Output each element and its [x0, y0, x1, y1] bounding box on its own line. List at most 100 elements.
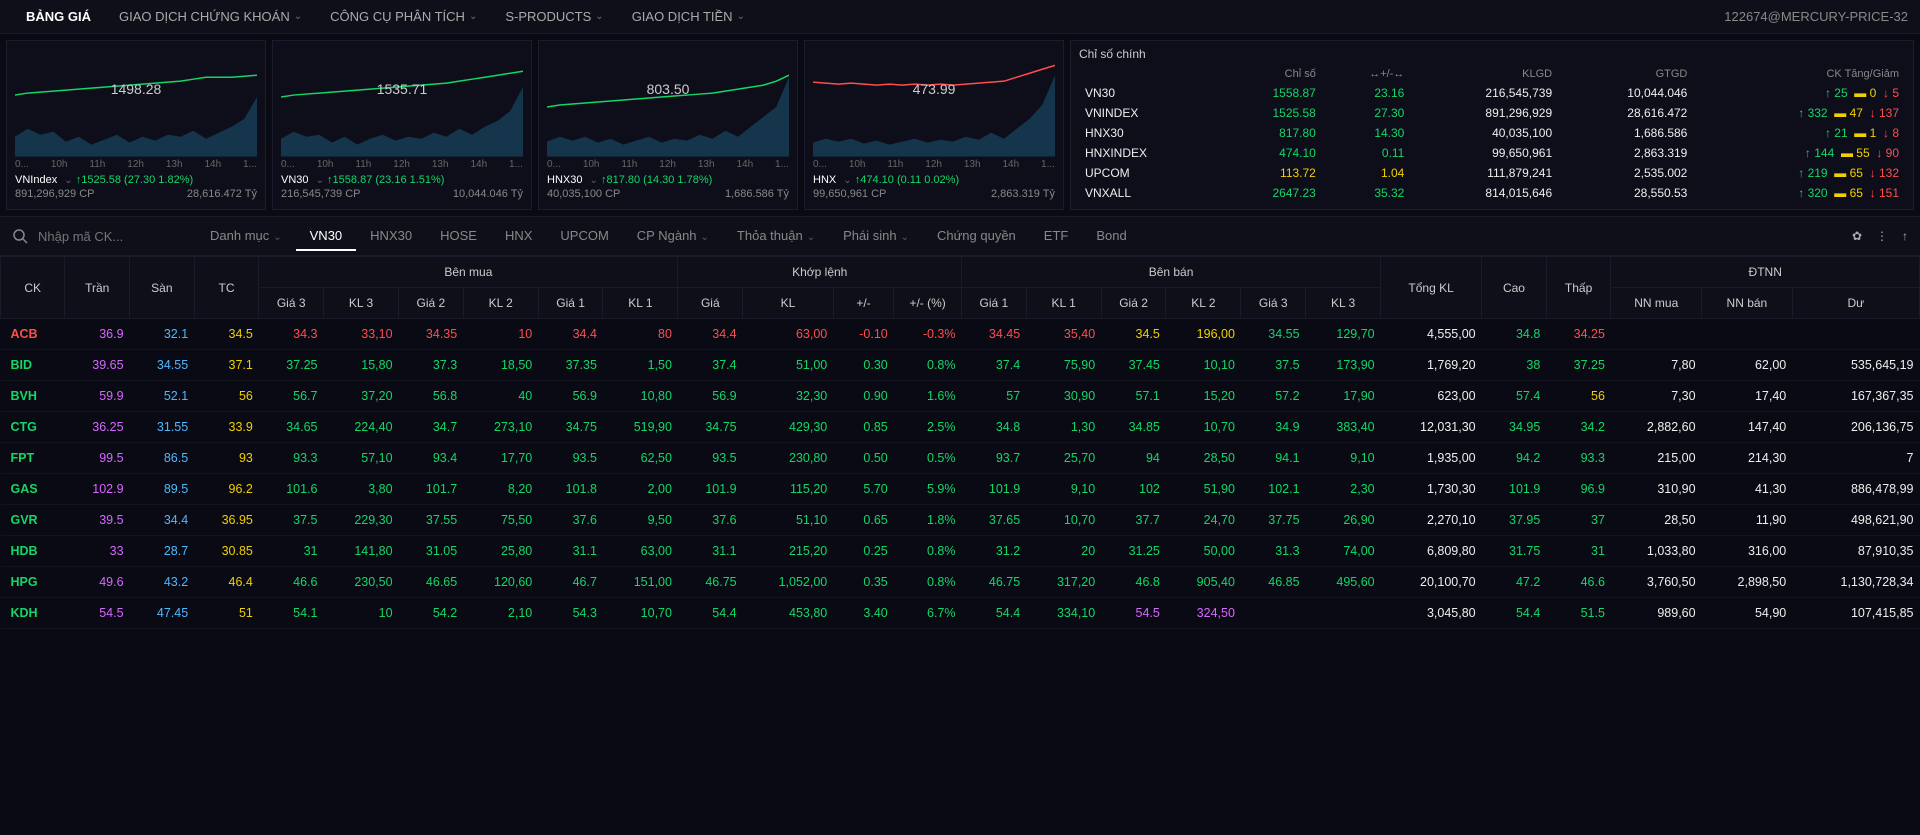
th-cao[interactable]: Cao: [1482, 257, 1547, 319]
th-tran[interactable]: Trần: [65, 257, 130, 319]
chevron-down-icon: ⌄: [737, 11, 745, 22]
table-row[interactable]: HPG49.643.246.446.6230,5046.65120,6046.7…: [1, 567, 1920, 598]
th-gia2[interactable]: Giá 2: [399, 288, 464, 319]
table-row[interactable]: ACB36.932.134.534.333,1034.351034.48034.…: [1, 319, 1920, 350]
th-kl3[interactable]: KL 3: [324, 288, 399, 319]
filter-tab-vn30[interactable]: VN30: [296, 222, 357, 251]
th-thap[interactable]: Thấp: [1546, 257, 1611, 319]
th-tongkl[interactable]: Tổng KL: [1381, 257, 1482, 319]
chart-footer: VNIndex ⌄ ↑1525.58 (27.30 1.82%): [15, 174, 257, 186]
th-bkl3[interactable]: KL 3: [1306, 288, 1381, 319]
chart-xaxis: 0...10h11h12h13h14h1...: [547, 159, 789, 170]
chart-mid-label: 473.99: [913, 81, 956, 97]
table-row[interactable]: HDB3328.730.8531141,8031.0525,8031.163,0…: [1, 536, 1920, 567]
idx-header: KLGD: [1410, 65, 1558, 83]
chevron-down-icon: ⌄: [807, 232, 815, 243]
index-table: Chỉ số↔+/-↔KLGDGTGDCK Tăng/Giảm VN30 155…: [1079, 65, 1905, 203]
nav-item-giao-dịch-chứng-khoán[interactable]: GIAO DỊCH CHỨNG KHOÁN⌄: [105, 0, 316, 33]
search-input[interactable]: [34, 225, 192, 248]
chart-subfooter: 891,296,929 CP28,616.472 Tỷ: [15, 188, 257, 200]
chart-panel-vn30[interactable]: 1535.71 0...10h11h12h13h14h1... VN30 ⌄ ↑…: [272, 40, 532, 210]
idx-row-vn30[interactable]: VN30 1558.87 23.16 216,545,739 10,044.04…: [1079, 83, 1905, 103]
index-table-title: Chỉ số chính: [1079, 47, 1905, 61]
chevron-down-icon: ⌄: [469, 11, 477, 22]
filter-tab-bond[interactable]: Bond: [1082, 222, 1140, 251]
th-pmp[interactable]: +/- (%): [894, 288, 962, 319]
th-bgia3[interactable]: Giá 3: [1241, 288, 1306, 319]
filter-tab-hose[interactable]: HOSE: [426, 222, 491, 251]
filter-tab-hnx[interactable]: HNX: [491, 222, 546, 251]
chart-footer: VN30 ⌄ ↑1558.87 (23.16 1.51%): [281, 174, 523, 186]
filter-tab-thỏa-thuận[interactable]: Thỏa thuận⌄: [723, 222, 829, 251]
th-nnmua[interactable]: NN mua: [1611, 288, 1702, 319]
nav-item-s-products[interactable]: S-PRODUCTS⌄: [491, 0, 617, 33]
idx-row-vnxall[interactable]: VNXALL 2647.23 35.32 814,015,646 28,550.…: [1079, 183, 1905, 203]
filter-bar: Danh mục⌄VN30HNX30HOSEHNXUPCOMCP Ngành⌄T…: [0, 216, 1920, 256]
idx-row-upcom[interactable]: UPCOM 113.72 1.04 111,879,241 2,535.002 …: [1079, 163, 1905, 183]
th-kl1[interactable]: KL 1: [603, 288, 678, 319]
th-du[interactable]: Dư: [1792, 288, 1919, 319]
chart-svg: [547, 47, 789, 157]
th-san[interactable]: Sàn: [130, 257, 195, 319]
th-bgia1[interactable]: Giá 1: [962, 288, 1027, 319]
filter-tab-hnx30[interactable]: HNX30: [356, 222, 426, 251]
th-bkl2[interactable]: KL 2: [1166, 288, 1241, 319]
charts-row: 1498.28 0...10h11h12h13h14h1... VNIndex …: [0, 34, 1920, 216]
th-kl2[interactable]: KL 2: [463, 288, 538, 319]
index-table-panel: Chỉ số chính Chỉ số↔+/-↔KLGDGTGDCK Tăng/…: [1070, 40, 1914, 210]
idx-row-hnx30[interactable]: HNX30 817.80 14.30 40,035,100 1,686.586 …: [1079, 123, 1905, 143]
chevron-down-icon[interactable]: ⌄: [64, 175, 72, 186]
idx-header: [1079, 65, 1218, 83]
chart-subfooter: 40,035,100 CP1,686.586 Tỷ: [547, 188, 789, 200]
kebab-icon[interactable]: ⋮: [1876, 229, 1888, 243]
nav-item-công-cụ-phân-tích[interactable]: CÔNG CỤ PHÂN TÍCH⌄: [316, 0, 491, 33]
th-bkl1[interactable]: KL 1: [1026, 288, 1101, 319]
idx-header: GTGD: [1558, 65, 1693, 83]
chart-mid-label: 1535.71: [377, 81, 428, 97]
chevron-down-icon[interactable]: ⌄: [590, 175, 598, 186]
idx-header: CK Tăng/Giảm: [1693, 65, 1905, 83]
filter-tab-cp-ngành[interactable]: CP Ngành⌄: [623, 222, 723, 251]
th-gia1[interactable]: Giá 1: [538, 288, 603, 319]
filter-tab-upcom[interactable]: UPCOM: [546, 222, 622, 251]
table-row[interactable]: FPT99.586.59393.357,1093.417,7093.562,50…: [1, 443, 1920, 474]
filter-tab-danh-mục[interactable]: Danh mục⌄: [196, 222, 296, 251]
account-label: 122674@MERCURY-PRICE-32: [1724, 9, 1908, 24]
table-row[interactable]: BVH59.952.15656.737,2056.84056.910,8056.…: [1, 381, 1920, 412]
th-pm[interactable]: +/-: [833, 288, 894, 319]
th-tc[interactable]: TC: [194, 257, 259, 319]
table-row[interactable]: CTG36.2531.5533.934.65224,4034.7273,1034…: [1, 412, 1920, 443]
arrow-up-icon[interactable]: ↑: [1902, 229, 1908, 243]
chart-svg: [813, 47, 1055, 157]
filter-tab-chứng-quyền[interactable]: Chứng quyền: [923, 222, 1030, 251]
th-bgia2[interactable]: Giá 2: [1101, 288, 1166, 319]
table-row[interactable]: GAS102.989.596.2101.63,80101.78,20101.82…: [1, 474, 1920, 505]
search-box[interactable]: [12, 225, 192, 248]
table-row[interactable]: BID39.6534.5537.137.2515,8037.318,5037.3…: [1, 350, 1920, 381]
th-kl[interactable]: KL: [743, 288, 834, 319]
chart-xaxis: 0...10h11h12h13h14h1...: [813, 159, 1055, 170]
idx-row-hnxindex[interactable]: HNXINDEX 474.10 0.11 99,650,961 2,863.31…: [1079, 143, 1905, 163]
price-table-wrap: CK Trần Sàn TC Bên mua Khớp lệnh Bên bán…: [0, 256, 1920, 816]
chart-footer: HNX ⌄ ↑474.10 (0.11 0.02%): [813, 174, 1055, 186]
chevron-down-icon[interactable]: ⌄: [843, 175, 851, 186]
filter-tab-etf[interactable]: ETF: [1030, 222, 1083, 251]
table-row[interactable]: GVR39.534.436.9537.5229,3037.5575,5037.6…: [1, 505, 1920, 536]
filter-tab-phái-sinh[interactable]: Phái sinh⌄: [829, 222, 923, 251]
gear-icon[interactable]: ✿: [1852, 229, 1862, 243]
chart-panel-vnindex[interactable]: 1498.28 0...10h11h12h13h14h1... VNIndex …: [6, 40, 266, 210]
idx-row-vnindex[interactable]: VNINDEX 1525.58 27.30 891,296,929 28,616…: [1079, 103, 1905, 123]
chart-panel-hnx30[interactable]: 803.50 0...10h11h12h13h14h1... HNX30 ⌄ ↑…: [538, 40, 798, 210]
th-gia3[interactable]: Giá 3: [259, 288, 324, 319]
nav-item-giao-dịch-tiền[interactable]: GIAO DỊCH TIỀN⌄: [618, 0, 759, 33]
table-row[interactable]: KDH54.547.455154.11054.22,1054.310,7054.…: [1, 598, 1920, 629]
nav-item-bảng-giá[interactable]: BẢNG GIÁ: [12, 0, 105, 33]
chart-mid-label: 803.50: [647, 81, 690, 97]
chevron-down-icon[interactable]: ⌄: [316, 175, 324, 186]
idx-header: ↔+/-↔: [1322, 65, 1411, 83]
chart-panel-hnx[interactable]: 473.99 0...10h11h12h13h14h1... HNX ⌄ ↑47…: [804, 40, 1064, 210]
th-ck[interactable]: CK: [1, 257, 65, 319]
th-nnban[interactable]: NN bán: [1702, 288, 1793, 319]
th-gia[interactable]: Giá: [678, 288, 743, 319]
th-dtnn: ĐTNN: [1611, 257, 1920, 288]
